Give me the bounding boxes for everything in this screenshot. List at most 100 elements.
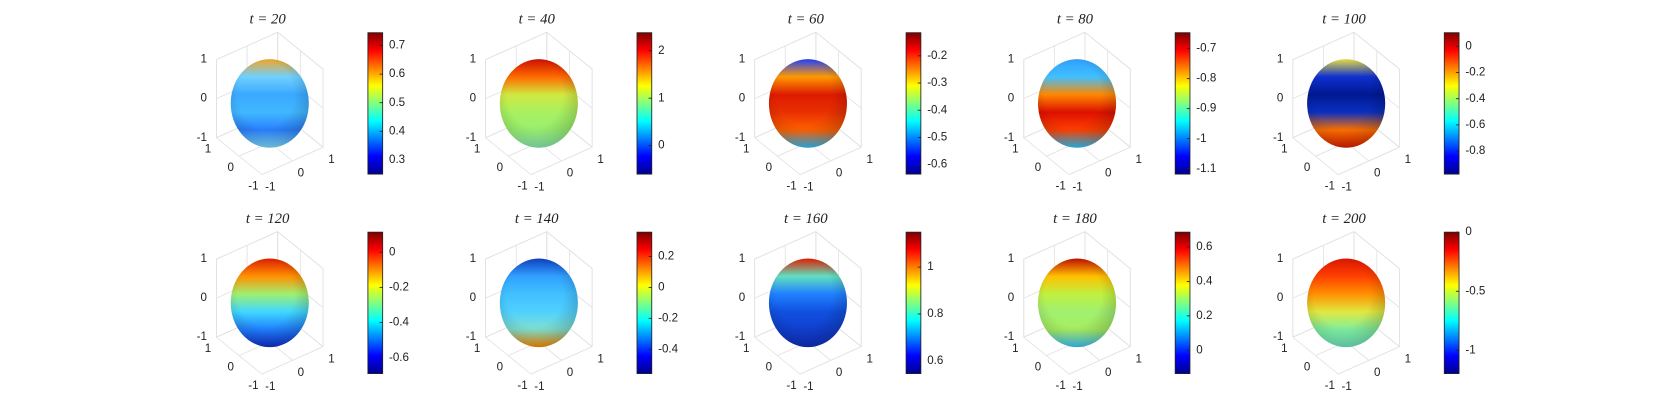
colorbar-tick-label: -0.7 xyxy=(1196,42,1216,55)
z-grid-line xyxy=(485,31,593,70)
panel-title: t = 160 xyxy=(784,211,828,227)
colorbar-tick-label: -0.2 xyxy=(389,280,409,293)
x-tick-label: 1 xyxy=(866,352,872,365)
y-tick-label: 0 xyxy=(497,161,503,174)
z-tick-label: 0 xyxy=(201,92,207,105)
colorbar-tick-label: 0 xyxy=(1196,343,1202,356)
x-tick-label: -1 xyxy=(534,180,544,193)
y-tick-label: 1 xyxy=(205,342,211,355)
y-tick-label: -1 xyxy=(786,179,796,192)
x-tick-label: 1 xyxy=(597,153,603,166)
y-tick-label: 1 xyxy=(743,342,749,355)
colorbar-tick-label: -0.6 xyxy=(389,351,409,364)
y-tick-label: 0 xyxy=(766,161,772,174)
colorbar-tick-label: 0.6 xyxy=(1196,240,1212,253)
z-tick-label: -1 xyxy=(466,330,476,343)
surface-shade xyxy=(1307,258,1386,348)
z-tick-label: 1 xyxy=(470,53,476,66)
colorbar-tick-label: -0.4 xyxy=(927,103,948,116)
z-tick-label: 0 xyxy=(739,291,745,304)
x-tick-label: -1 xyxy=(265,380,275,393)
colorbar-tick-label: -0.3 xyxy=(927,76,947,89)
y-tick-label: 0 xyxy=(1304,161,1310,174)
z-grid-line xyxy=(1292,31,1400,70)
x-tick-label: 0 xyxy=(298,366,304,379)
panel-title: t = 180 xyxy=(1053,211,1097,227)
colorbar-tick-label: 1 xyxy=(927,260,933,273)
y-grid-line xyxy=(1068,268,1131,375)
colorbar-tick-label: -0.4 xyxy=(1465,92,1486,105)
colorbar-tick-label: 0 xyxy=(658,139,664,152)
z-tick-label: 0 xyxy=(470,291,476,304)
colorbar-tick-label: -0.2 xyxy=(658,311,678,324)
colorbar-tick-label: -0.5 xyxy=(927,130,947,143)
y-tick-label: 0 xyxy=(1035,161,1041,174)
panel-title: t = 40 xyxy=(519,11,556,27)
y-grid-line xyxy=(530,69,593,176)
y-tick-label: -1 xyxy=(1056,179,1066,192)
z-tick-label: 1 xyxy=(1008,53,1014,66)
panel-title: t = 140 xyxy=(515,211,559,227)
y-tick-label: -1 xyxy=(1056,379,1066,392)
z-tick-label: 1 xyxy=(1277,252,1283,265)
colorbar xyxy=(1174,231,1191,374)
y-tick-label: 1 xyxy=(474,342,480,355)
colorbar xyxy=(1443,32,1460,175)
colorbar-tick-label: -0.4 xyxy=(658,342,679,355)
y-tick-label: 1 xyxy=(1012,142,1018,155)
y-tick-label: 1 xyxy=(743,142,749,155)
x-tick-label: 1 xyxy=(1136,352,1142,365)
colorbar-tick-label: 0.6 xyxy=(927,354,943,367)
z-tick-label: 0 xyxy=(470,92,476,105)
z-tick-label: -1 xyxy=(735,131,745,144)
x-tick-label: -1 xyxy=(1072,180,1082,193)
y-tick-label: 0 xyxy=(227,161,233,174)
colorbar-tick-label: -0.6 xyxy=(927,158,947,171)
z-tick-label: 0 xyxy=(1277,92,1283,105)
x-tick-label: 0 xyxy=(567,167,573,180)
y-tick-label: -1 xyxy=(1325,179,1335,192)
y-grid-line xyxy=(1338,268,1400,375)
x-tick-label: 0 xyxy=(1374,366,1380,379)
panel-title: t = 120 xyxy=(246,211,290,227)
y-tick-label: 1 xyxy=(1281,342,1287,355)
z-tick-label: 1 xyxy=(1277,53,1283,66)
surface-shade xyxy=(499,258,578,348)
colorbar xyxy=(1174,32,1191,175)
y-grid-line xyxy=(261,69,324,176)
x-tick-label: 1 xyxy=(1136,153,1142,166)
z-tick-label: -1 xyxy=(1004,330,1014,343)
z-tick-label: 1 xyxy=(201,252,207,265)
colorbar-tick-label: 0.2 xyxy=(658,250,674,263)
x-tick-label: 0 xyxy=(836,366,842,379)
x-tick-label: 1 xyxy=(866,153,872,166)
colorbar-tick-label: 1 xyxy=(658,91,664,104)
z-grid-line xyxy=(1023,31,1131,70)
z-tick-label: 0 xyxy=(1008,92,1014,105)
x-tick-label: -1 xyxy=(1342,380,1352,393)
colorbar-tick-label: 0 xyxy=(389,245,395,258)
panel-title: t = 200 xyxy=(1322,211,1366,227)
colorbar-tick-label: -0.9 xyxy=(1196,102,1216,115)
z-tick-label: 0 xyxy=(201,291,207,304)
colorbar-tick-label: -0.8 xyxy=(1196,72,1216,85)
surface-shade xyxy=(499,59,578,148)
y-tick-label: 1 xyxy=(474,142,480,155)
x-tick-label: -1 xyxy=(534,380,544,393)
y-tick-label: 1 xyxy=(205,142,211,155)
x-tick-label: 0 xyxy=(836,167,842,180)
y-grid-line xyxy=(799,69,862,176)
colorbar xyxy=(636,231,653,374)
colorbar-tick-label: 0 xyxy=(1465,39,1471,52)
z-tick-label: 0 xyxy=(1008,291,1014,304)
colorbar xyxy=(367,231,384,374)
colorbar xyxy=(1443,231,1460,374)
x-tick-label: -1 xyxy=(1072,380,1082,393)
colorbar-tick-label: 0.4 xyxy=(1196,274,1213,287)
y-grid-line xyxy=(799,268,862,375)
z-tick-label: -1 xyxy=(1273,330,1283,343)
z-tick-label: 0 xyxy=(1277,291,1283,304)
surface-shade xyxy=(768,258,847,348)
colorbar-tick-label: -0.6 xyxy=(1465,118,1485,131)
surface-shade xyxy=(1038,59,1117,148)
